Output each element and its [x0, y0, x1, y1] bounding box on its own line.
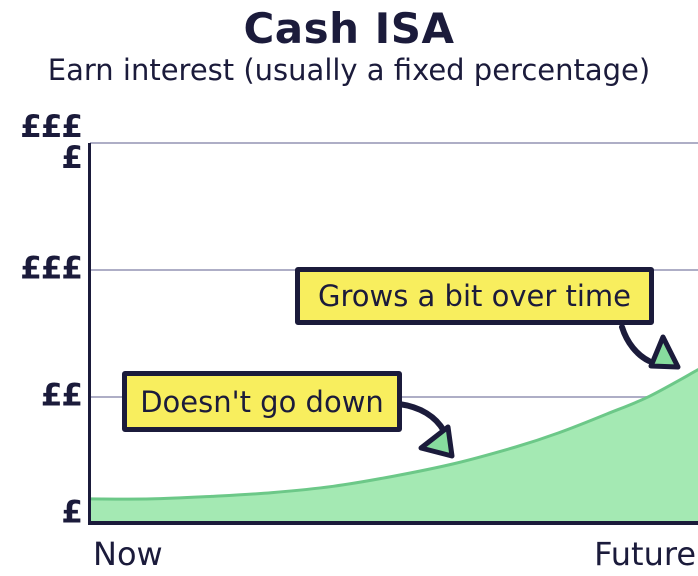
x-label-now: Now	[93, 535, 163, 573]
y-tick-label-4: ££££	[20, 109, 83, 176]
y-axis-line	[88, 143, 91, 524]
callout-doesnt-go-down-label: Doesn't go down	[140, 384, 384, 419]
gridline-top	[90, 142, 698, 144]
arrow-grows-over-time	[619, 324, 652, 364]
y-tick-label-1: £	[61, 494, 83, 531]
page-title: Cash ISA	[243, 4, 455, 53]
arrowhead-doesnt-go-down-icon	[418, 424, 455, 459]
page-subtitle: Earn interest (usually a fixed percentag…	[47, 53, 651, 87]
arrowhead-grows-over-time-icon	[648, 334, 681, 370]
arrow-doesnt-go-down	[396, 401, 447, 434]
callout-doesnt-go-down: Doesn't go down	[122, 371, 402, 432]
callout-grows-over-time: Grows a bit over time	[295, 267, 654, 325]
x-label-future: Future	[594, 535, 696, 573]
callout-grows-label: Grows a bit over time	[318, 279, 631, 313]
x-axis-line	[88, 521, 698, 525]
y-tick-label-2: ££	[40, 377, 83, 414]
y-tick-label-3: £££	[20, 250, 83, 287]
